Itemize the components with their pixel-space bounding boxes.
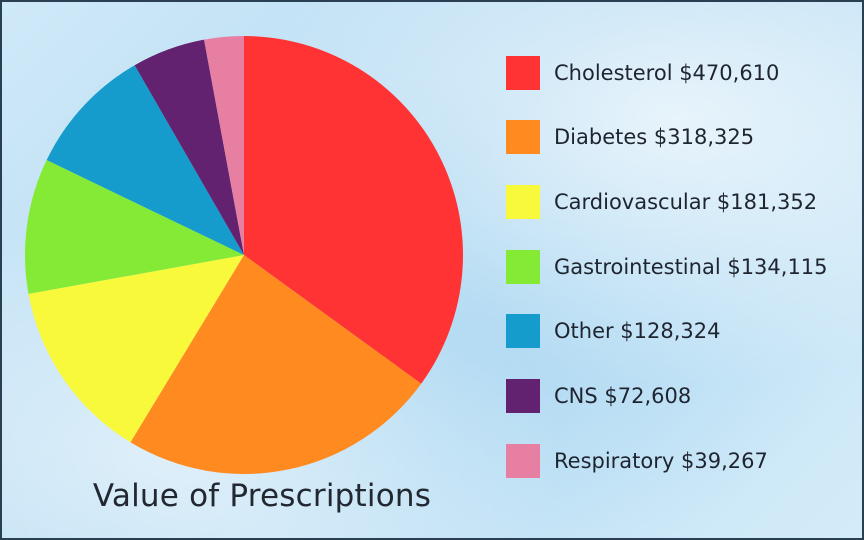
legend-item-diabetes: Diabetes $318,325 xyxy=(506,119,856,155)
legend-swatch-cns xyxy=(506,379,540,413)
pie-slice-gastrointestinal xyxy=(24,160,245,294)
legend-swatch-other xyxy=(506,314,540,348)
pie-slice-diabetes xyxy=(130,255,422,474)
legend-label-gastrointestinal: Gastrointestinal $134,115 xyxy=(554,255,828,279)
pie-slice-cns xyxy=(134,39,244,256)
legend-item-respiratory: Respiratory $39,267 xyxy=(506,443,856,479)
legend-label-cns: CNS $72,608 xyxy=(554,384,692,408)
legend-swatch-cardiovascular xyxy=(506,185,540,219)
legend-swatch-gastrointestinal xyxy=(506,250,540,284)
legend-item-gastrointestinal: Gastrointestinal $134,115 xyxy=(506,249,856,285)
legend-swatch-diabetes xyxy=(506,120,540,154)
legend-swatch-cholesterol xyxy=(506,56,540,90)
legend-item-cholesterol: Cholesterol $470,610 xyxy=(506,55,856,91)
legend-label-respiratory: Respiratory $39,267 xyxy=(554,449,768,473)
legend-swatch-respiratory xyxy=(506,444,540,478)
legend-label-cardiovascular: Cardiovascular $181,352 xyxy=(554,190,818,214)
legend-item-cns: CNS $72,608 xyxy=(506,378,856,414)
pie-slice-other xyxy=(46,65,245,255)
chart-title: Value of Prescriptions xyxy=(92,478,432,514)
pie-slice-cholesterol xyxy=(244,36,463,384)
legend-item-other: Other $128,324 xyxy=(506,313,856,349)
legend-item-cardiovascular: Cardiovascular $181,352 xyxy=(506,184,856,220)
pie-slice-cardiovascular xyxy=(28,255,244,443)
legend-label-cholesterol: Cholesterol $470,610 xyxy=(554,61,780,85)
legend-label-other: Other $128,324 xyxy=(554,319,721,343)
legend-label-diabetes: Diabetes $318,325 xyxy=(554,125,755,149)
pie-slice-respiratory xyxy=(204,36,244,255)
